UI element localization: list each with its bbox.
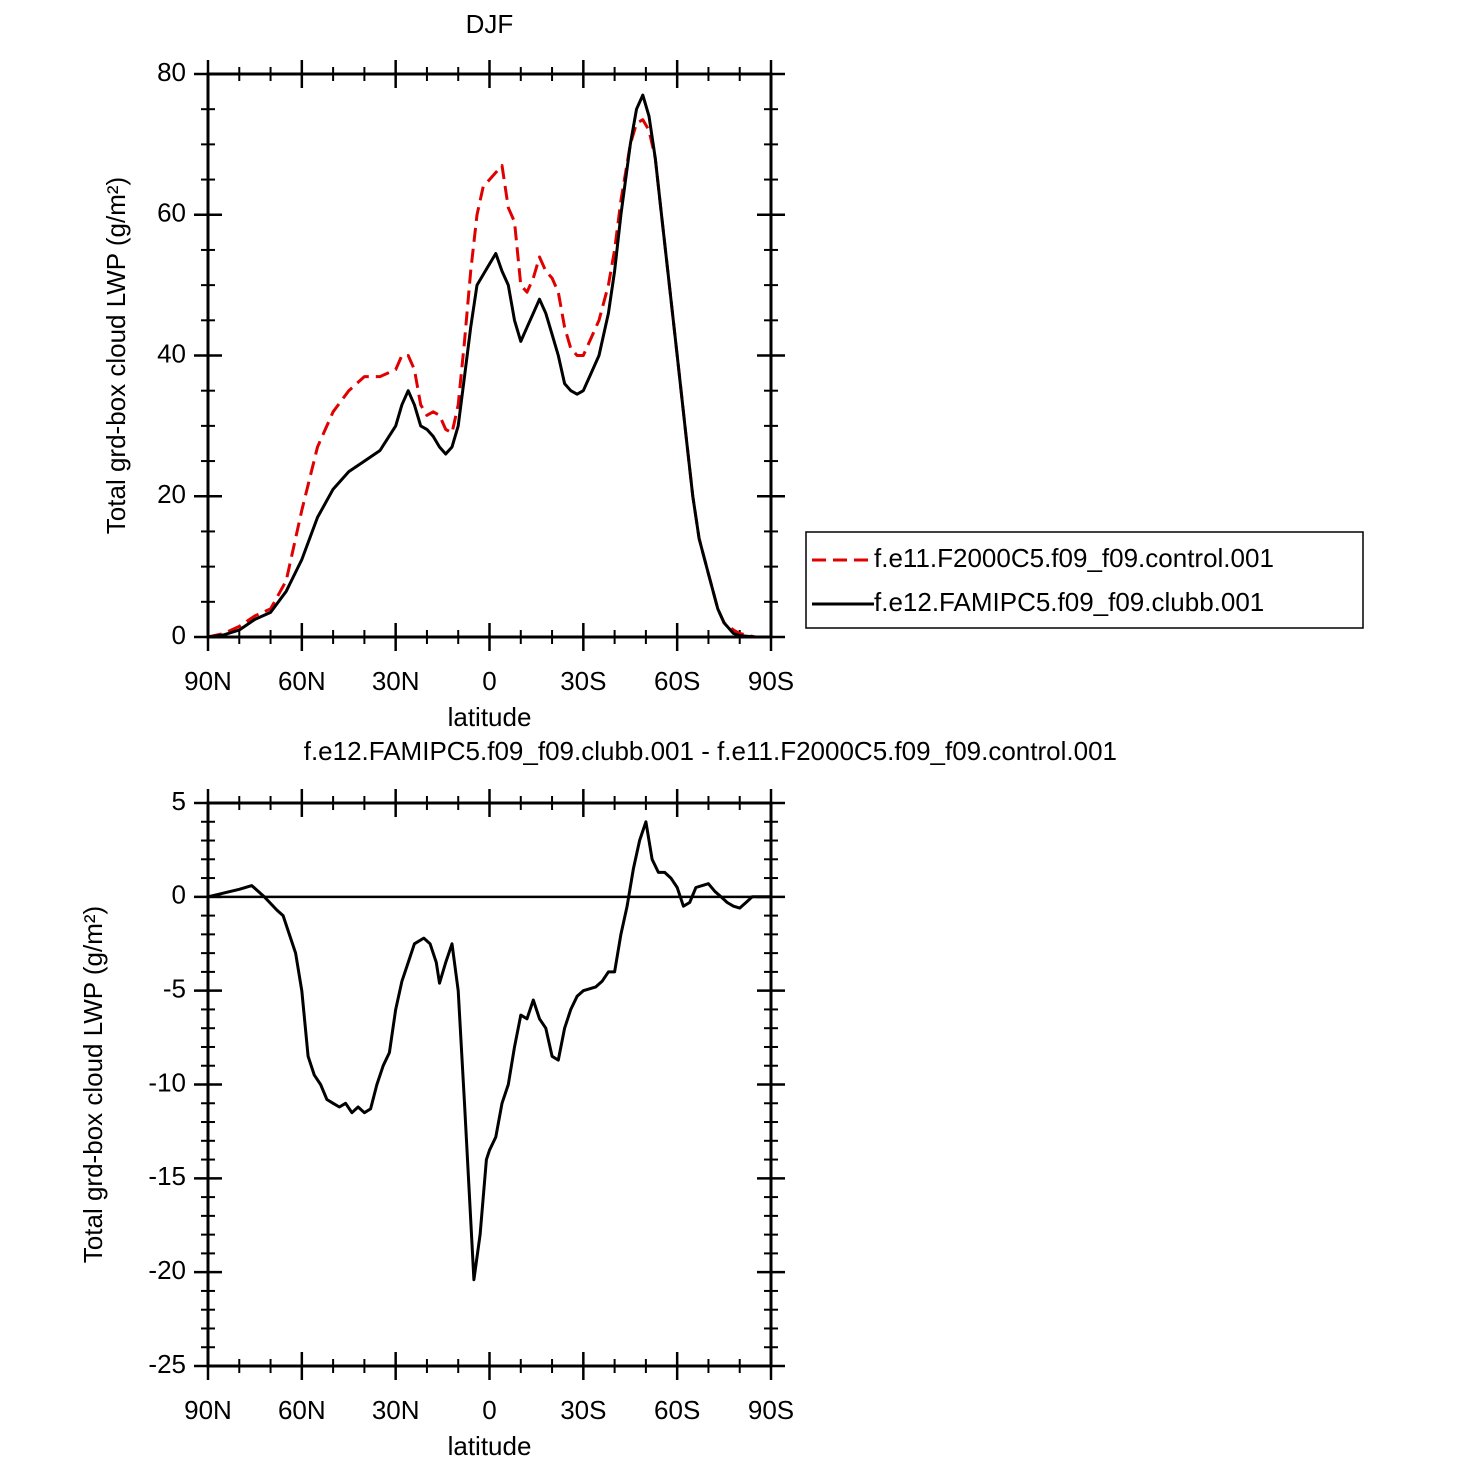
y-tick-label: -15 bbox=[148, 1161, 186, 1191]
data-line bbox=[207, 820, 771, 1282]
x-tick-label: 30S bbox=[560, 666, 606, 696]
y-axis-label: Total grd-box cloud LWP (g/m²) bbox=[78, 906, 108, 1263]
chart-title: f.e12.FAMIPC5.f09_f09.clubb.001 - f.e11.… bbox=[304, 736, 1117, 766]
plot-frame bbox=[206, 72, 773, 639]
y-tick-label: 80 bbox=[157, 57, 186, 87]
y-tick-label: 40 bbox=[157, 338, 186, 368]
y-tick-label: -10 bbox=[148, 1067, 186, 1097]
x-tick-label: 60N bbox=[278, 1395, 326, 1425]
x-axis-label: latitude bbox=[448, 1431, 532, 1461]
data-line bbox=[207, 118, 771, 639]
x-tick-label: 60N bbox=[278, 666, 326, 696]
x-tick-label: 0 bbox=[482, 666, 496, 696]
x-tick-label: 0 bbox=[482, 1395, 496, 1425]
x-tick-label: 30S bbox=[560, 1395, 606, 1425]
y-tick-label: 5 bbox=[172, 786, 186, 816]
y-axis-label: Total grd-box cloud LWP (g/m²) bbox=[101, 177, 131, 534]
y-tick-label: -25 bbox=[148, 1349, 186, 1379]
x-tick-label: 30N bbox=[372, 1395, 420, 1425]
y-tick-label: 60 bbox=[157, 198, 186, 228]
chart-title: DJF bbox=[466, 9, 514, 39]
y-tick-label: 0 bbox=[172, 620, 186, 650]
legend-label: f.e11.F2000C5.f09_f09.control.001 bbox=[874, 543, 1274, 573]
legend-label: f.e12.FAMIPC5.f09_f09.clubb.001 bbox=[874, 587, 1264, 617]
y-tick-label: 20 bbox=[157, 479, 186, 509]
x-tick-label: 90N bbox=[184, 1395, 232, 1425]
x-tick-label: 60S bbox=[654, 1395, 700, 1425]
y-tick-label: -5 bbox=[163, 974, 186, 1004]
plot-frame bbox=[206, 801, 773, 1368]
y-tick-label: -20 bbox=[148, 1255, 186, 1285]
x-tick-label: 90S bbox=[748, 666, 794, 696]
x-axis-label: latitude bbox=[448, 702, 532, 732]
y-tick-label: 0 bbox=[172, 880, 186, 910]
x-tick-label: 90S bbox=[748, 1395, 794, 1425]
data-line bbox=[207, 93, 771, 639]
x-tick-label: 30N bbox=[372, 666, 420, 696]
legend-box bbox=[805, 531, 1364, 629]
x-tick-label: 90N bbox=[184, 666, 232, 696]
x-tick-label: 60S bbox=[654, 666, 700, 696]
